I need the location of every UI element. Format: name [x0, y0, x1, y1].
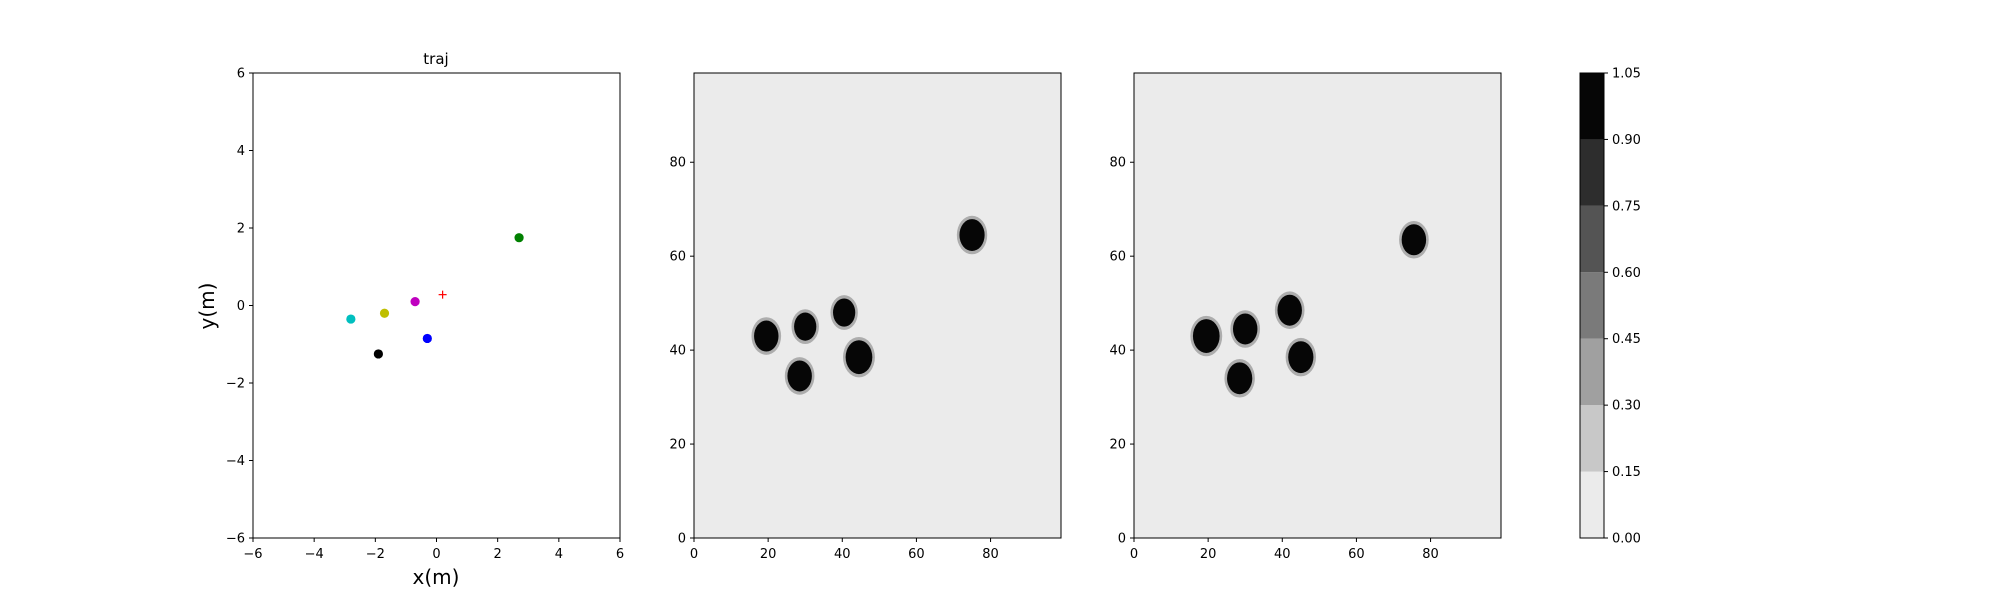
map-2-x-tick-label: 40: [1274, 547, 1291, 562]
map-1-y-tick-label: 20: [669, 438, 686, 453]
colorbar-band: [1580, 73, 1604, 139]
colorbar-tick-label: 0.75: [1612, 199, 1641, 214]
map-1-x-tick-label: 0: [690, 547, 698, 562]
traj-y-ticks: −6 −4 −2 0 2 4 6: [226, 67, 253, 547]
colorbar-tick-label: 0.60: [1612, 266, 1641, 281]
traj-x-tick-label: 0: [432, 547, 440, 562]
map-1-obstacle-blob: [785, 357, 815, 395]
map-1-y-tick-label: 0: [678, 532, 686, 547]
map-1-y-ticks: 0 20 40 60 80: [669, 156, 694, 547]
colorbar-tick-label: 0.15: [1612, 465, 1641, 480]
map-panel-2: 0 20 40 60 80 0 20 40 60 80: [1109, 73, 1501, 562]
colorbar-band: [1580, 139, 1604, 205]
map-2-y-tick-label: 0: [1118, 532, 1126, 547]
colorbar-band: [1580, 206, 1604, 272]
traj-point: [374, 349, 383, 358]
traj-title: traj: [423, 50, 448, 68]
colorbar-tick-label: 1.05: [1612, 67, 1641, 82]
map-2-y-tick-label: 20: [1109, 438, 1126, 453]
x-axis-label: x(m): [413, 565, 460, 589]
map-2-obstacle-blob: [1399, 221, 1429, 259]
map-2-obstacle-blob: [1230, 310, 1260, 348]
colorbar-ticks: 0.00 0.15 0.30 0.45 0.60 0.75 0.90 1.05: [1604, 67, 1641, 547]
map-1-x-tick-label: 60: [908, 547, 925, 562]
colorbar-bands: [1580, 73, 1604, 538]
map-2-obstacle-blob: [1286, 338, 1316, 377]
map-1-x-tick-label: 40: [834, 547, 851, 562]
map-2-x-tick-label: 0: [1130, 547, 1138, 562]
colorbar-tick-label: 0.90: [1612, 133, 1641, 148]
map-2-x-tick-label: 20: [1200, 547, 1217, 562]
map-1-obstacle-blob: [830, 295, 857, 330]
traj-x-tick-label: −4: [305, 547, 324, 562]
map-1-background: [694, 73, 1061, 538]
traj-point: [410, 297, 419, 306]
map-1-y-tick-label: 80: [669, 156, 686, 171]
colorbar-band: [1580, 405, 1604, 471]
map-2-x-tick-label: 60: [1348, 547, 1365, 562]
traj-x-tick-label: 6: [616, 547, 624, 562]
colorbar-band: [1580, 339, 1604, 405]
traj-x-tick-label: −2: [366, 547, 385, 562]
traj-x-ticks: −6 −4 −2 0 2 4 6: [243, 538, 624, 562]
colorbar-tick-label: 0.30: [1612, 399, 1641, 414]
map-2-obstacle-blob: [1190, 316, 1222, 356]
colorbar-band: [1580, 472, 1604, 538]
map-1-obstacle-blob: [791, 309, 818, 344]
map-2-obstacle-blob: [1275, 291, 1305, 329]
map-2-background: [1134, 73, 1501, 538]
traj-x-tick-label: 2: [494, 547, 502, 562]
map-1-x-tick-label: 80: [982, 547, 999, 562]
map-1-y-tick-label: 60: [669, 250, 686, 265]
colorbar-tick-label: 0.45: [1612, 332, 1641, 347]
traj-y-tick-label: −6: [226, 532, 245, 547]
map-2-y-tick-label: 40: [1109, 344, 1126, 359]
traj-point: [423, 334, 432, 343]
colorbar-band: [1580, 272, 1604, 338]
traj-panel: traj −6 −4 −2 0 2 4 6 −6 −4 −2 0 2 4 6 x(m) y(m): [195, 50, 624, 589]
traj-x-tick-label: −6: [243, 547, 262, 562]
map-2-x-ticks: 0 20 40 60 80: [1130, 538, 1439, 562]
map-2-y-tick-label: 80: [1109, 156, 1126, 171]
traj-y-tick-label: 6: [237, 67, 245, 82]
traj-point: [380, 309, 389, 318]
map-1-x-ticks: 0 20 40 60 80: [690, 538, 999, 562]
traj-point: [346, 314, 355, 323]
map-1-x-tick-label: 20: [760, 547, 777, 562]
map-2-obstacle-blob: [1224, 359, 1254, 398]
colorbar-tick-label: 0.00: [1612, 532, 1641, 547]
y-axis-label: y(m): [195, 283, 219, 330]
traj-y-tick-label: −2: [226, 377, 245, 392]
map-panel-1: 0 20 40 60 80 0 20 40 60 80: [669, 73, 1061, 562]
map-1-obstacle-blob: [957, 216, 987, 255]
traj-y-tick-label: 4: [237, 144, 245, 159]
map-2-y-tick-label: 60: [1109, 250, 1126, 265]
map-1-y-tick-label: 40: [669, 344, 686, 359]
traj-point: [514, 233, 523, 242]
map-2-y-ticks: 0 20 40 60 80: [1109, 156, 1134, 547]
map-2-x-tick-label: 80: [1422, 547, 1439, 562]
traj-y-tick-label: 0: [237, 299, 245, 314]
map-1-obstacle-blob: [843, 337, 875, 377]
traj-axes-frame: [253, 73, 620, 538]
traj-x-tick-label: 4: [555, 547, 563, 562]
colorbar: 0.00 0.15 0.30 0.45 0.60 0.75 0.90 1.05: [1580, 67, 1641, 547]
traj-y-tick-label: 2: [237, 222, 245, 237]
map-1-obstacle-blob: [751, 317, 781, 355]
traj-y-tick-label: −4: [226, 454, 245, 469]
